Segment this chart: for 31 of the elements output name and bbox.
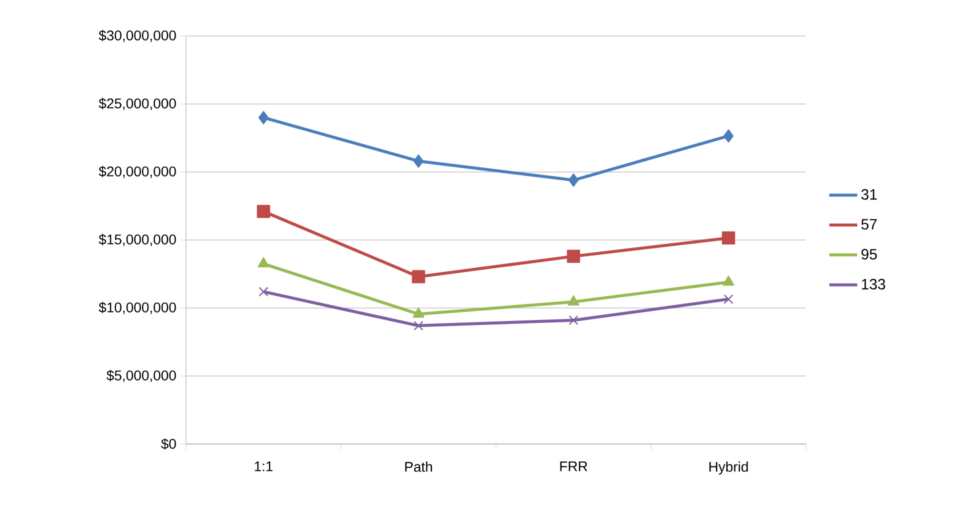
- x-tick-label: 1:1: [254, 462, 273, 472]
- point: [258, 257, 270, 268]
- x-tick-label: Hybrid: [709, 462, 748, 475]
- point: [568, 315, 578, 326]
- y-tick-label: $20,000,000: [98, 166, 176, 178]
- point: [258, 286, 268, 297]
- point: [724, 294, 734, 304]
- point: [568, 174, 579, 187]
- y-tick-label: $30,000,000: [98, 30, 176, 42]
- legend-label: 57: [861, 219, 877, 230]
- legend-label: 95: [862, 248, 877, 260]
- x-tick-label: FRR: [560, 462, 588, 472]
- point: [413, 154, 424, 168]
- y-tick-label: $0: [161, 438, 176, 450]
- point: [256, 204, 270, 218]
- x-tick-label: Path: [405, 462, 432, 472]
- point: [722, 276, 734, 286]
- y-tick-label: $10,000,000: [98, 302, 176, 314]
- point: [258, 110, 269, 124]
- y-tick-label: $15,000,000: [98, 234, 176, 246]
- legend-label: 133: [862, 278, 886, 290]
- point: [722, 231, 736, 245]
- point: [412, 270, 426, 284]
- point: [566, 250, 580, 263]
- legend-label: 31: [861, 189, 877, 200]
- point: [723, 129, 734, 143]
- point: [412, 308, 424, 318]
- point: [568, 295, 580, 306]
- point: [414, 320, 424, 331]
- y-tick-label: $5,000,000: [106, 370, 176, 382]
- y-tick-label: $25,000,000: [98, 98, 176, 110]
